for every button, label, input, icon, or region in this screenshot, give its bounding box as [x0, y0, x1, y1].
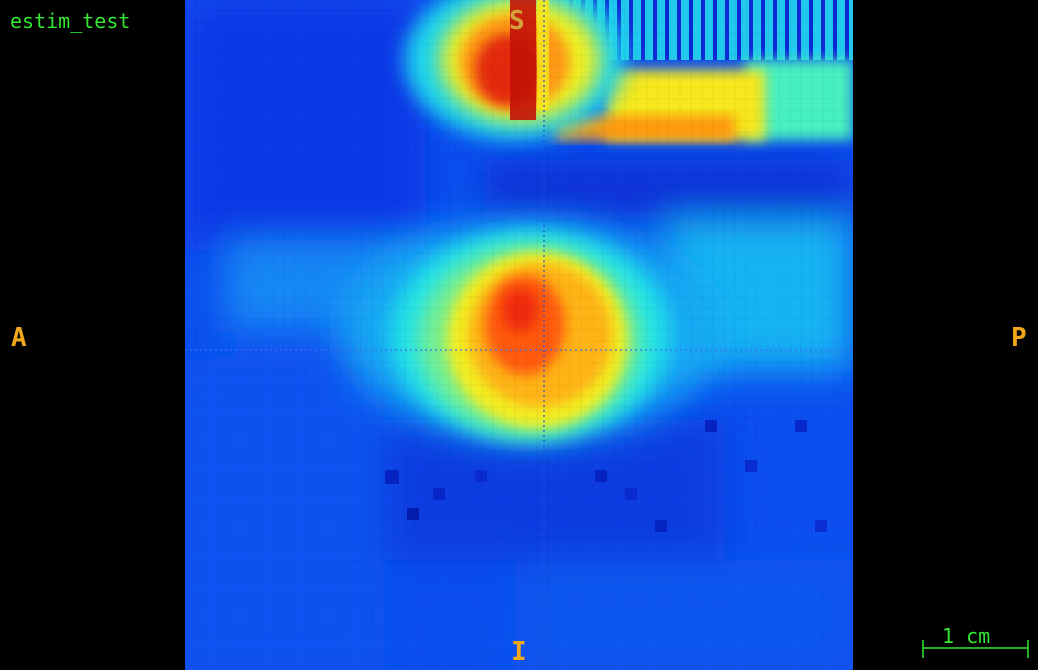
scale-bar: 1 cm	[922, 624, 1030, 660]
heatmap-svg[interactable]	[185, 0, 853, 670]
pixel-grid	[185, 0, 853, 670]
orientation-label-posterior: P	[1011, 323, 1027, 353]
dataset-title: estim_test	[10, 9, 131, 33]
scale-bar-line	[922, 640, 1029, 658]
orientation-label-anterior: A	[11, 323, 27, 353]
orientation-label-inferior: I	[511, 637, 527, 667]
heatmap-slice[interactable]	[185, 0, 853, 670]
orientation-label-superior: S	[509, 6, 525, 36]
scale-bar-label: 1 cm	[942, 624, 991, 648]
